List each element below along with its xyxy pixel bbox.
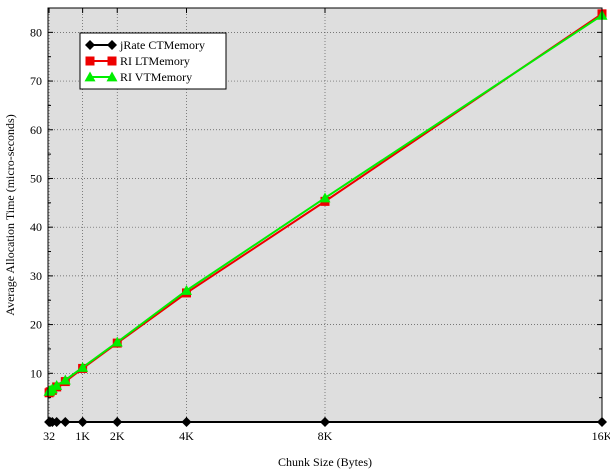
legend-label: jRate CTMemory [119,38,205,52]
legend: jRate CTMemory RI LTMemory RI VTMemory [79,32,227,90]
y-tick-label: 40 [30,220,42,234]
x-axis-title: Chunk Size (Bytes) [278,455,372,469]
data-point [59,374,71,385]
y-tick-label: 30 [30,269,42,283]
y-tick-label: 70 [30,74,42,88]
series-2 [43,9,608,396]
y-tick-label: 60 [30,123,42,137]
x-tick-label: 2K [110,429,125,443]
legend-item: RI VTMemory [84,70,192,84]
x-tick-label: 32 [43,429,55,443]
y-tick-label: 50 [30,171,42,185]
x-tick-label: 4K [179,429,194,443]
data-point [77,361,89,372]
axes-layer: 10 20 30 40 50 60 70 80 32 1K 2K 4K 8K 16K [30,8,610,443]
x-tick-label: 1K [75,429,90,443]
x-tick-label: 8K [318,429,333,443]
data-point [111,336,123,347]
data-point [181,284,192,295]
legend-label: RI LTMemory [120,54,190,68]
legend-marker [85,56,95,66]
legend-marker [107,40,117,50]
legend-item: jRate CTMemory [85,38,205,52]
legend-marker [106,71,118,82]
y-tick-label: 20 [30,318,42,332]
legend-marker [84,71,96,82]
data-point [319,192,331,203]
legend-item: RI LTMemory [85,54,190,68]
legend-marker [107,56,117,66]
legend-marker [85,40,95,50]
y-axis-title: Average Allocation Time (micro-seconds) [3,114,17,315]
y-tick-label: 80 [30,25,42,39]
legend-label: RI VTMemory [120,70,192,84]
data-point [51,379,63,390]
x-tick-label: 16K [592,429,610,443]
y-tick-label: 10 [30,366,42,380]
